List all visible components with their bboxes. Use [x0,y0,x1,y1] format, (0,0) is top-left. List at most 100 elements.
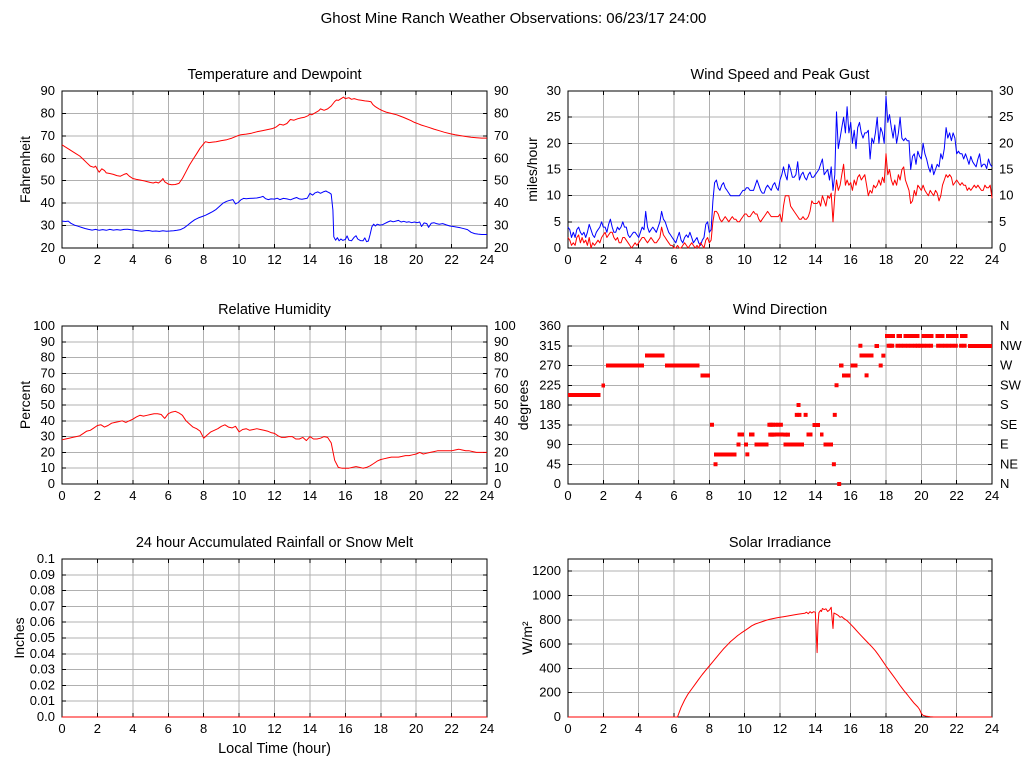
y-tick-label: 70 [41,128,55,143]
series-direction-dot [878,363,883,368]
plot-frame [61,90,488,249]
y-axis-label: Fahrenheit [17,136,33,203]
y-tick-label: 0.06 [30,614,55,629]
series-direction-dot [950,343,955,348]
y-tick-label: 225 [539,377,561,392]
chart-title: Wind Speed and Peak Gust [691,67,870,83]
plot-frame [61,325,488,485]
x-tick-label: 6 [165,252,172,267]
series-direction-dot [834,383,839,388]
x-tick-label: 4 [129,721,136,736]
x-tick-label: 10 [232,252,246,267]
series-peak-gust [567,95,993,246]
y-tick-label: 0.0 [37,709,55,724]
y-tick-label: 600 [539,636,561,651]
y-tick-label-right: 30 [999,83,1013,98]
y-tick-label: 0 [554,709,561,724]
series-direction-dot [858,343,863,348]
x-tick-label: 18 [879,488,893,503]
y-tick-label: 1000 [532,587,561,602]
x-tick-label: 18 [374,721,388,736]
y-axis-label: Inches [11,617,27,658]
y-tick-label: 0.09 [30,567,55,582]
x-tick-label: 8 [706,252,713,267]
x-tick-label: 22 [949,721,963,736]
y-tick-label: 80 [41,105,55,120]
y-tick-label-right: 90 [494,334,508,349]
x-tick-label: 20 [914,488,928,503]
x-tick-label: 16 [843,721,857,736]
y-tick-label: 0.08 [30,583,55,598]
series-direction-dot [831,462,836,467]
y-tick-label-right: 70 [494,128,508,143]
x-tick-label: 12 [267,252,281,267]
y-tick-label: 90 [41,334,55,349]
y-tick-label: 70 [41,365,55,380]
chart-title: Temperature and Dewpoint [187,67,361,83]
x-tick-label: 2 [94,488,101,503]
series-direction-dot [959,343,964,348]
y-axis-label: miles/hour [524,137,540,202]
y-tick-label-right: 90 [494,83,508,98]
x-tick-label: 24 [985,252,999,267]
series-direction-dot [803,412,808,417]
x-tick-label: 0 [564,252,571,267]
compass-label: NW [1000,338,1022,353]
series-direction-dot [785,432,790,437]
x-axis-label: Local Time (hour) [218,741,331,757]
x-tick-label: 24 [480,721,494,736]
y-tick-label: 180 [539,397,561,412]
series-direction-dot [899,343,904,348]
x-tick-label: 22 [949,488,963,503]
y-tick-label-right: 70 [494,365,508,380]
chart-title: Solar Irradiance [729,535,831,551]
series-direction-dot [713,462,718,467]
x-tick-label: 2 [600,252,607,267]
series-direction-dot [745,452,750,457]
x-tick-label: 4 [129,252,136,267]
y-tick-label-right: 30 [494,429,508,444]
y-tick-label: 0 [554,240,561,255]
y-tick-label-right: 0 [494,476,501,491]
series-direction-dot [794,412,799,417]
series-direction-dot [918,343,923,348]
y-tick-label: 0.02 [30,677,55,692]
y-tick-label: 20 [547,135,561,150]
y-tick-label-right: 60 [494,150,508,165]
series-direction-dot [890,343,895,348]
series-direction-dot [797,412,802,417]
x-tick-label: 12 [773,488,787,503]
series-direction-dot [837,482,842,486]
x-tick-label: 6 [670,252,677,267]
x-tick-label: 18 [879,252,893,267]
series-direction-dot [913,343,918,348]
plot-frame [567,558,993,718]
x-tick-label: 24 [480,488,494,503]
x-tick-label: 0 [58,721,65,736]
x-tick-label: 22 [949,252,963,267]
y-tick-label: 10 [41,460,55,475]
x-tick-label: 18 [879,721,893,736]
x-tick-label: 8 [706,721,713,736]
chart-rainfall: 0 2 4 6 8 10 12 14 16 18 20 22 240.00.010.020.030.04… [11,535,494,757]
y-tick-label-right: 10 [494,460,508,475]
x-tick-label: 14 [303,488,317,503]
x-tick-label: 8 [200,721,207,736]
x-tick-label: 16 [843,488,857,503]
x-tick-label: 14 [808,488,822,503]
x-tick-label: 2 [600,721,607,736]
series-humidity [61,410,487,469]
series-direction-dot [946,343,951,348]
y-tick-label: 0 [554,476,561,491]
x-tick-label: 24 [480,252,494,267]
y-tick-label-right: 40 [494,413,508,428]
series-direction-dot [902,343,907,348]
x-tick-label: 16 [338,721,352,736]
x-tick-label: 6 [670,488,677,503]
x-tick-label: 10 [232,488,246,503]
y-tick-label: 25 [547,109,561,124]
chart-title: 24 hour Accumulated Rainfall or Snow Mel… [136,535,413,551]
y-tick-label: 200 [539,685,561,700]
y-tick-label-right: 15 [999,162,1013,177]
y-tick-label-right: 20 [494,444,508,459]
